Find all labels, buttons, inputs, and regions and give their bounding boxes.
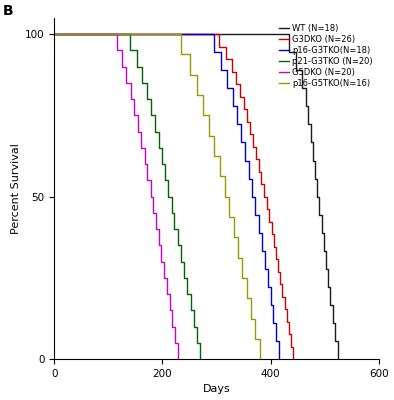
X-axis label: Days: Days bbox=[203, 384, 230, 394]
Legend: WT (N=18), G3DKO (N=26), p16-G3TKO(N=18), p21-G3TKO (N=20), G5DKO (N=20), p16-G5: WT (N=18), G3DKO (N=26), p16-G3TKO(N=18)… bbox=[277, 22, 374, 90]
Y-axis label: Percent Survival: Percent Survival bbox=[11, 143, 21, 234]
Text: B: B bbox=[2, 4, 13, 18]
